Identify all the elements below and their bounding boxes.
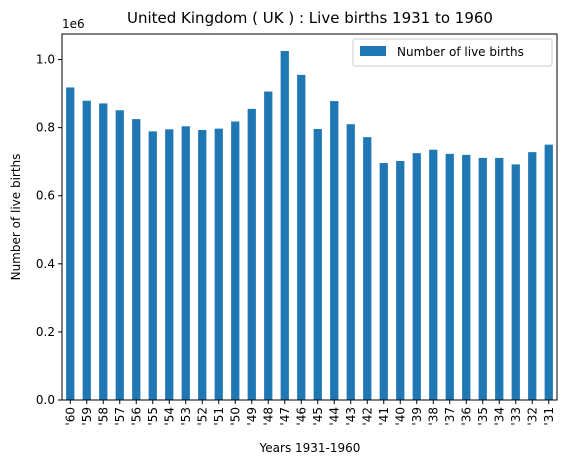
x-tick-label: '32 bbox=[525, 407, 539, 426]
bar bbox=[528, 152, 536, 400]
bar bbox=[429, 150, 437, 400]
x-tick-label: '34 bbox=[492, 407, 506, 426]
x-tick-label: '39 bbox=[410, 407, 424, 426]
bar bbox=[479, 158, 487, 400]
x-tick-label: '60 bbox=[63, 407, 77, 426]
bar bbox=[380, 163, 388, 400]
x-tick-label: '42 bbox=[360, 407, 374, 426]
legend-swatch bbox=[360, 46, 386, 56]
x-tick-label: '47 bbox=[278, 407, 292, 426]
y-tick-label: 0.8 bbox=[36, 121, 55, 135]
x-axis-label: Years 1931-1960 bbox=[259, 441, 361, 455]
bar bbox=[264, 92, 272, 400]
bar bbox=[495, 158, 503, 400]
x-tick-label: '51 bbox=[212, 407, 226, 426]
bar bbox=[462, 155, 470, 400]
x-tick-label: '52 bbox=[195, 407, 209, 426]
x-tick-label: '48 bbox=[261, 407, 275, 426]
bar bbox=[83, 101, 91, 400]
x-tick-label: '49 bbox=[245, 407, 259, 426]
y-axis-label: Number of live births bbox=[9, 154, 23, 281]
bar bbox=[396, 161, 404, 400]
x-tick-label: '56 bbox=[129, 407, 143, 426]
x-tick-label: '55 bbox=[146, 407, 160, 426]
x-tick-label: '37 bbox=[443, 407, 457, 426]
x-tick-label: '57 bbox=[113, 407, 127, 426]
x-tick-label: '44 bbox=[327, 407, 341, 426]
legend: Number of live births bbox=[353, 39, 552, 66]
bar bbox=[248, 109, 256, 400]
y-tick-label: 0.2 bbox=[36, 325, 55, 339]
x-tick-label: '40 bbox=[393, 407, 407, 426]
bar bbox=[413, 153, 421, 400]
bar bbox=[281, 51, 289, 400]
bar bbox=[182, 126, 190, 400]
x-tick-label: '54 bbox=[162, 407, 176, 426]
x-tick-label: '36 bbox=[459, 407, 473, 426]
bar bbox=[231, 122, 239, 401]
x-tick-label: '46 bbox=[294, 407, 308, 426]
bar bbox=[165, 129, 173, 400]
x-tick-label: '50 bbox=[228, 407, 242, 426]
y-axis-offset-label: 1e6 bbox=[62, 17, 85, 31]
bar bbox=[66, 87, 74, 400]
x-tick-label: '58 bbox=[96, 407, 110, 426]
bar bbox=[198, 130, 206, 400]
y-tick-label: 0.0 bbox=[36, 393, 55, 407]
bar bbox=[132, 119, 140, 400]
y-tick-label: 0.6 bbox=[36, 189, 55, 203]
bar bbox=[446, 154, 454, 400]
chart-title: United Kingdom ( UK ) : Live births 1931… bbox=[127, 9, 493, 27]
legend-label: Number of live births bbox=[397, 45, 524, 59]
y-tick-label: 0.4 bbox=[36, 257, 55, 271]
x-tick-label: '31 bbox=[542, 407, 556, 426]
bar bbox=[330, 101, 338, 400]
x-tick-label: '59 bbox=[80, 407, 94, 426]
x-tick-label: '43 bbox=[344, 407, 358, 426]
x-tick-label: '33 bbox=[509, 407, 523, 426]
bar bbox=[347, 124, 355, 400]
bar bbox=[297, 75, 305, 400]
bar bbox=[314, 129, 322, 400]
x-tick-label: '38 bbox=[426, 407, 440, 426]
x-tick-label: '41 bbox=[377, 407, 391, 426]
x-tick-label: '53 bbox=[179, 407, 193, 426]
bar bbox=[149, 131, 157, 400]
bar bbox=[116, 110, 124, 400]
x-tick-label: '35 bbox=[476, 407, 490, 426]
x-tick-label: '45 bbox=[311, 407, 325, 426]
y-tick-label: 1.0 bbox=[36, 53, 55, 67]
bar bbox=[512, 164, 520, 400]
bar bbox=[99, 103, 107, 400]
bar bbox=[545, 145, 553, 400]
bar bbox=[363, 137, 371, 400]
bar bbox=[215, 129, 223, 400]
